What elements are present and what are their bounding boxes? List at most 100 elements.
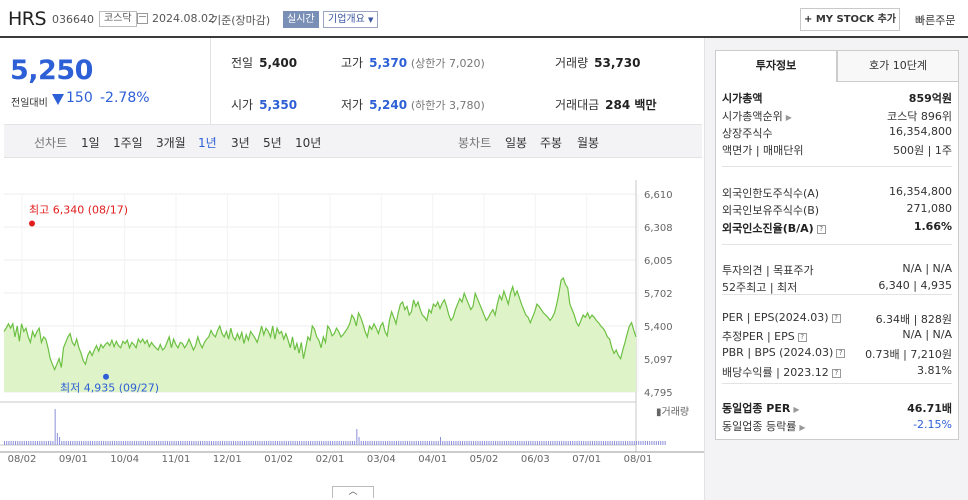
info-row[interactable]: 동일업종 PER ▶ 46.71배 <box>722 400 952 416</box>
period-3y[interactable]: 3년 <box>231 136 250 150</box>
info-value: 16,354,800 <box>889 185 952 198</box>
volume-bar <box>358 437 360 445</box>
x-tick-label: 05/02 <box>470 454 499 465</box>
volume-bar <box>263 441 265 445</box>
info-value: 271,080 <box>906 202 953 215</box>
volume-bar <box>131 441 133 445</box>
volume-bar <box>347 441 349 445</box>
volume-bar <box>281 441 283 445</box>
volume-bar <box>17 441 19 445</box>
collapse-chart-button[interactable]: ︿ <box>332 486 374 498</box>
volume-bar <box>136 441 138 445</box>
help-icon[interactable]: ? <box>797 333 807 342</box>
high-value: 5,370 <box>369 56 408 70</box>
period-1w[interactable]: 1주일 <box>113 136 143 150</box>
period-3m[interactable]: 3개월 <box>156 136 186 150</box>
info-row[interactable]: 시가총액순위 ▶ 코스닥 896위 <box>722 108 952 124</box>
info-row[interactable]: 추정PER | EPS? N/A | N/A <box>722 328 952 344</box>
tab-investment-info[interactable]: 투자정보 <box>715 50 837 82</box>
x-tick-label: 07/01 <box>572 454 601 465</box>
prev-close-label: 전일 <box>231 56 254 70</box>
help-icon[interactable]: ? <box>831 314 841 323</box>
volume-bar <box>98 441 100 445</box>
volume-bar <box>329 441 331 445</box>
volume-bar <box>519 441 521 445</box>
price-chart-svg: 6,610 6,308 6,005 5,702 5,400 5,097 4,795 최고 6,… <box>0 180 704 465</box>
info-row[interactable]: PBR | BPS (2024.03)? 0.73배 | 7,210원 <box>722 346 952 362</box>
info-label: 상장주식수 <box>722 127 773 140</box>
help-icon[interactable]: ? <box>816 225 826 234</box>
volume-bar <box>147 441 149 445</box>
info-row[interactable]: PER | EPS(2024.03)? 6.34배 | 828원 <box>722 311 952 327</box>
tab-order-book[interactable]: 호가 10단계 <box>837 50 959 82</box>
help-icon[interactable]: ? <box>836 349 846 358</box>
volume-bar <box>492 441 494 445</box>
volume-bar <box>74 441 76 445</box>
candle-daily[interactable]: 일봉 <box>505 136 528 150</box>
help-icon[interactable]: ? <box>831 369 841 378</box>
volume-bar <box>563 441 565 445</box>
period-10y[interactable]: 10년 <box>295 136 322 150</box>
low-price: 저가 5,240 (하한가 3,780) <box>341 96 485 113</box>
candle-weekly[interactable]: 주봉 <box>540 136 563 150</box>
y-tick-label: 5,400 <box>644 322 673 333</box>
volume-bar <box>622 441 624 445</box>
volume-bar <box>87 441 89 445</box>
info-label: 외국인보유주식수(B) <box>722 204 820 217</box>
volume-bar <box>607 441 609 445</box>
info-row[interactable]: 배당수익률 | 2023.12? 3.81% <box>722 364 952 380</box>
period-1d[interactable]: 1일 <box>81 136 100 150</box>
volume-bar <box>662 441 664 445</box>
volume-bar <box>499 441 501 445</box>
x-tick-label: 01/02 <box>264 454 293 465</box>
period-5y[interactable]: 5년 <box>263 136 282 150</box>
period-1y[interactable]: 1년 <box>198 136 217 150</box>
amount-label: 거래대금 <box>555 98 600 112</box>
volume-bar <box>290 441 292 445</box>
volume-bar <box>226 441 228 445</box>
volume-bar <box>202 441 204 445</box>
volume-bar <box>475 441 477 445</box>
volume-bar <box>523 441 525 445</box>
volume-bar <box>431 441 433 445</box>
open-price: 시가 5,350 <box>231 96 297 113</box>
company-overview-dropdown[interactable]: 기업개요 ▼ <box>323 11 379 28</box>
volume-bar <box>338 441 340 445</box>
investment-panel: 투자정보 호가 10단계 시가총액 859억원 시가총액순위 ▶ 코스닥 896위 상장주… <box>704 38 968 500</box>
quick-order-link[interactable]: 빠른주문 <box>915 14 956 27</box>
candle-monthly[interactable]: 월봉 <box>577 136 600 150</box>
volume-bar <box>43 441 45 445</box>
info-label: PER | EPS(2024.03)? <box>722 311 841 324</box>
volume-bar <box>48 441 50 445</box>
volume-bar <box>10 441 12 445</box>
volume-bar <box>299 441 301 445</box>
volume-bar <box>336 441 338 445</box>
volume-bar <box>312 441 314 445</box>
volume-bar <box>37 441 39 445</box>
volume-bar <box>389 441 391 445</box>
volume-bar <box>52 441 54 445</box>
open-value: 5,350 <box>259 98 298 112</box>
volume-bar <box>580 441 582 445</box>
volume-bar <box>402 441 404 445</box>
info-row[interactable]: 외국인소진율(B/A)? 1.66% <box>722 220 952 236</box>
volume-bar <box>292 441 294 445</box>
volume-bar <box>413 441 415 445</box>
volume-bar <box>288 441 290 445</box>
y-tick-label: 6,005 <box>644 256 673 267</box>
volume-bar <box>323 441 325 445</box>
volume-bar <box>296 441 298 445</box>
price-chart[interactable]: 6,610 6,308 6,005 5,702 5,400 5,097 4,795 최고 6,… <box>0 180 704 480</box>
volume-bar <box>151 441 153 445</box>
add-my-stock-button[interactable]: + MY STOCK 추가 <box>800 8 900 31</box>
volume-bar <box>638 441 640 445</box>
volume-bar <box>197 441 199 445</box>
realtime-badge[interactable]: 실시간 <box>283 11 319 28</box>
volume-bar <box>129 441 131 445</box>
volume-bar <box>442 441 444 445</box>
info-row[interactable]: 동일업종 등락률 ▶ -2.15% <box>722 418 952 434</box>
volume-bar <box>415 441 417 445</box>
chart-period-bar: 선차트 1일 1주일 3개월 1년 3년 5년 10년 봉차트 일봉 주봉 월봉 <box>4 124 702 158</box>
panel-tabs: 투자정보 호가 10단계 <box>715 50 959 82</box>
section-divider <box>722 294 952 295</box>
